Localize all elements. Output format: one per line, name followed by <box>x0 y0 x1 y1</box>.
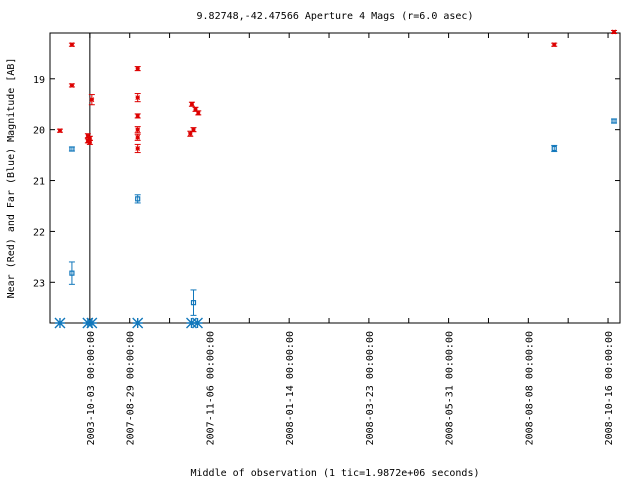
near-point <box>188 101 195 107</box>
far-point <box>68 261 75 285</box>
far-point <box>134 194 141 204</box>
near-point <box>88 94 95 106</box>
far-point <box>551 144 558 153</box>
x-tick-label: 2008-01-14 00:00:00 <box>285 331 296 445</box>
near-point <box>68 82 75 88</box>
x-tick-label: 2008-08-08 00:00:00 <box>524 331 535 445</box>
x-tick-label: 2008-05-31 00:00:00 <box>445 331 456 445</box>
x-tick-label: 2003-10-03 00:00:00 <box>86 331 97 445</box>
limit-point <box>186 317 197 329</box>
y-axis-label: Near (Red) and Far (Blue) Magnitude [AB] <box>6 58 17 299</box>
limit-point <box>191 317 203 329</box>
near-point <box>551 42 558 48</box>
limit-point <box>132 317 144 329</box>
near-point <box>134 126 141 134</box>
near-point <box>86 135 93 141</box>
near-point <box>134 143 141 154</box>
chart-title: 9.82748,-42.47566 Aperture 4 Mags (r=6.0… <box>197 11 474 22</box>
near-point <box>195 110 202 116</box>
near-point <box>68 42 75 48</box>
x-tick-label: 2007-08-29 00:00:00 <box>126 331 137 445</box>
y-axis: 19 20 21 22 23 <box>33 75 620 289</box>
near-point <box>134 93 141 103</box>
x-axis-label: Middle of observation (1 tic=1.9872e+06 … <box>191 468 480 479</box>
plot-frame <box>49 32 621 324</box>
x-tick-label: 2007-11-06 00:00:00 <box>205 331 216 445</box>
near-point <box>611 29 618 35</box>
near-point <box>134 113 141 119</box>
far-point <box>611 118 618 124</box>
x-tick-label: 2008-10-16 00:00:00 <box>604 331 615 445</box>
far-point <box>68 146 75 152</box>
y-tick-label: 19 <box>33 75 45 86</box>
near-point <box>134 133 141 141</box>
y-tick-label: 22 <box>33 227 45 238</box>
near-point <box>86 139 93 145</box>
near-point <box>56 128 63 134</box>
y-tick-label: 20 <box>33 126 45 137</box>
near-point <box>187 130 194 137</box>
x-axis: 2003-10-03 00:00:00 2007-08-29 00:00:00 20… <box>49 33 615 445</box>
near-point <box>190 127 197 133</box>
near-point <box>134 66 141 72</box>
y-tick-label: 21 <box>33 177 45 188</box>
x-tick-label: 2008-03-23 00:00:00 <box>365 331 376 445</box>
limit-point <box>54 317 66 329</box>
y-tick-label: 23 <box>33 278 45 289</box>
far-point <box>190 289 197 316</box>
data-points <box>54 29 618 329</box>
limit-point <box>86 317 98 329</box>
